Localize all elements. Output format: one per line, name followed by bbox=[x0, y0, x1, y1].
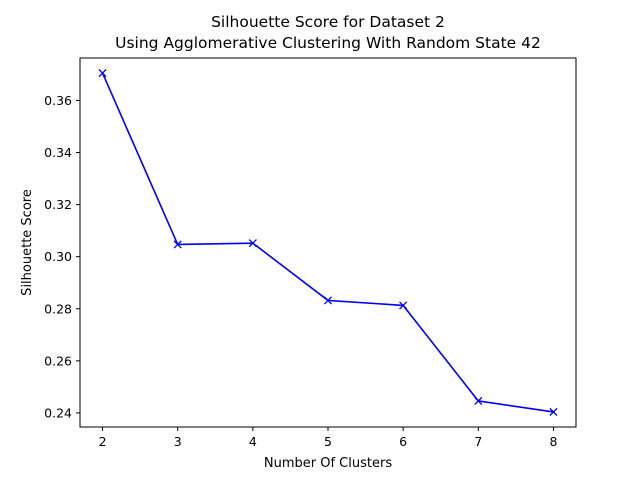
y-axis-label: Silhouette Score bbox=[20, 189, 35, 296]
x-tick-label: 4 bbox=[249, 434, 257, 449]
y-tick-label: 0.36 bbox=[44, 93, 72, 108]
y-tick-label: 0.32 bbox=[44, 197, 72, 212]
x-tick-label: 5 bbox=[324, 434, 332, 449]
x-tick-label: 8 bbox=[549, 434, 557, 449]
x-tick-label: 6 bbox=[399, 434, 407, 449]
x-tick-label: 3 bbox=[174, 434, 182, 449]
y-tick-label: 0.28 bbox=[44, 301, 72, 316]
y-tick-label: 0.30 bbox=[44, 249, 72, 264]
x-tick-label: 7 bbox=[474, 434, 482, 449]
plot-area bbox=[98, 69, 558, 416]
data-point-marker bbox=[474, 396, 483, 406]
data-point-marker bbox=[549, 407, 558, 416]
data-point-marker bbox=[248, 239, 257, 248]
x-axis-label: Number Of Clusters bbox=[264, 456, 392, 471]
data-point-marker bbox=[173, 240, 182, 249]
data-point-marker bbox=[323, 296, 333, 305]
chart-title-line-1: Silhouette Score for Dataset 2 bbox=[211, 13, 445, 31]
y-tick-label: 0.26 bbox=[44, 353, 72, 368]
data-point-marker bbox=[98, 69, 107, 78]
data-point-marker bbox=[399, 301, 408, 310]
x-tick-label: 2 bbox=[99, 434, 107, 449]
chart-title-line-2: Using Agglomerative Clustering With Rand… bbox=[115, 34, 541, 52]
y-tick-label: 0.24 bbox=[44, 405, 72, 420]
y-tick-label: 0.34 bbox=[44, 145, 72, 160]
